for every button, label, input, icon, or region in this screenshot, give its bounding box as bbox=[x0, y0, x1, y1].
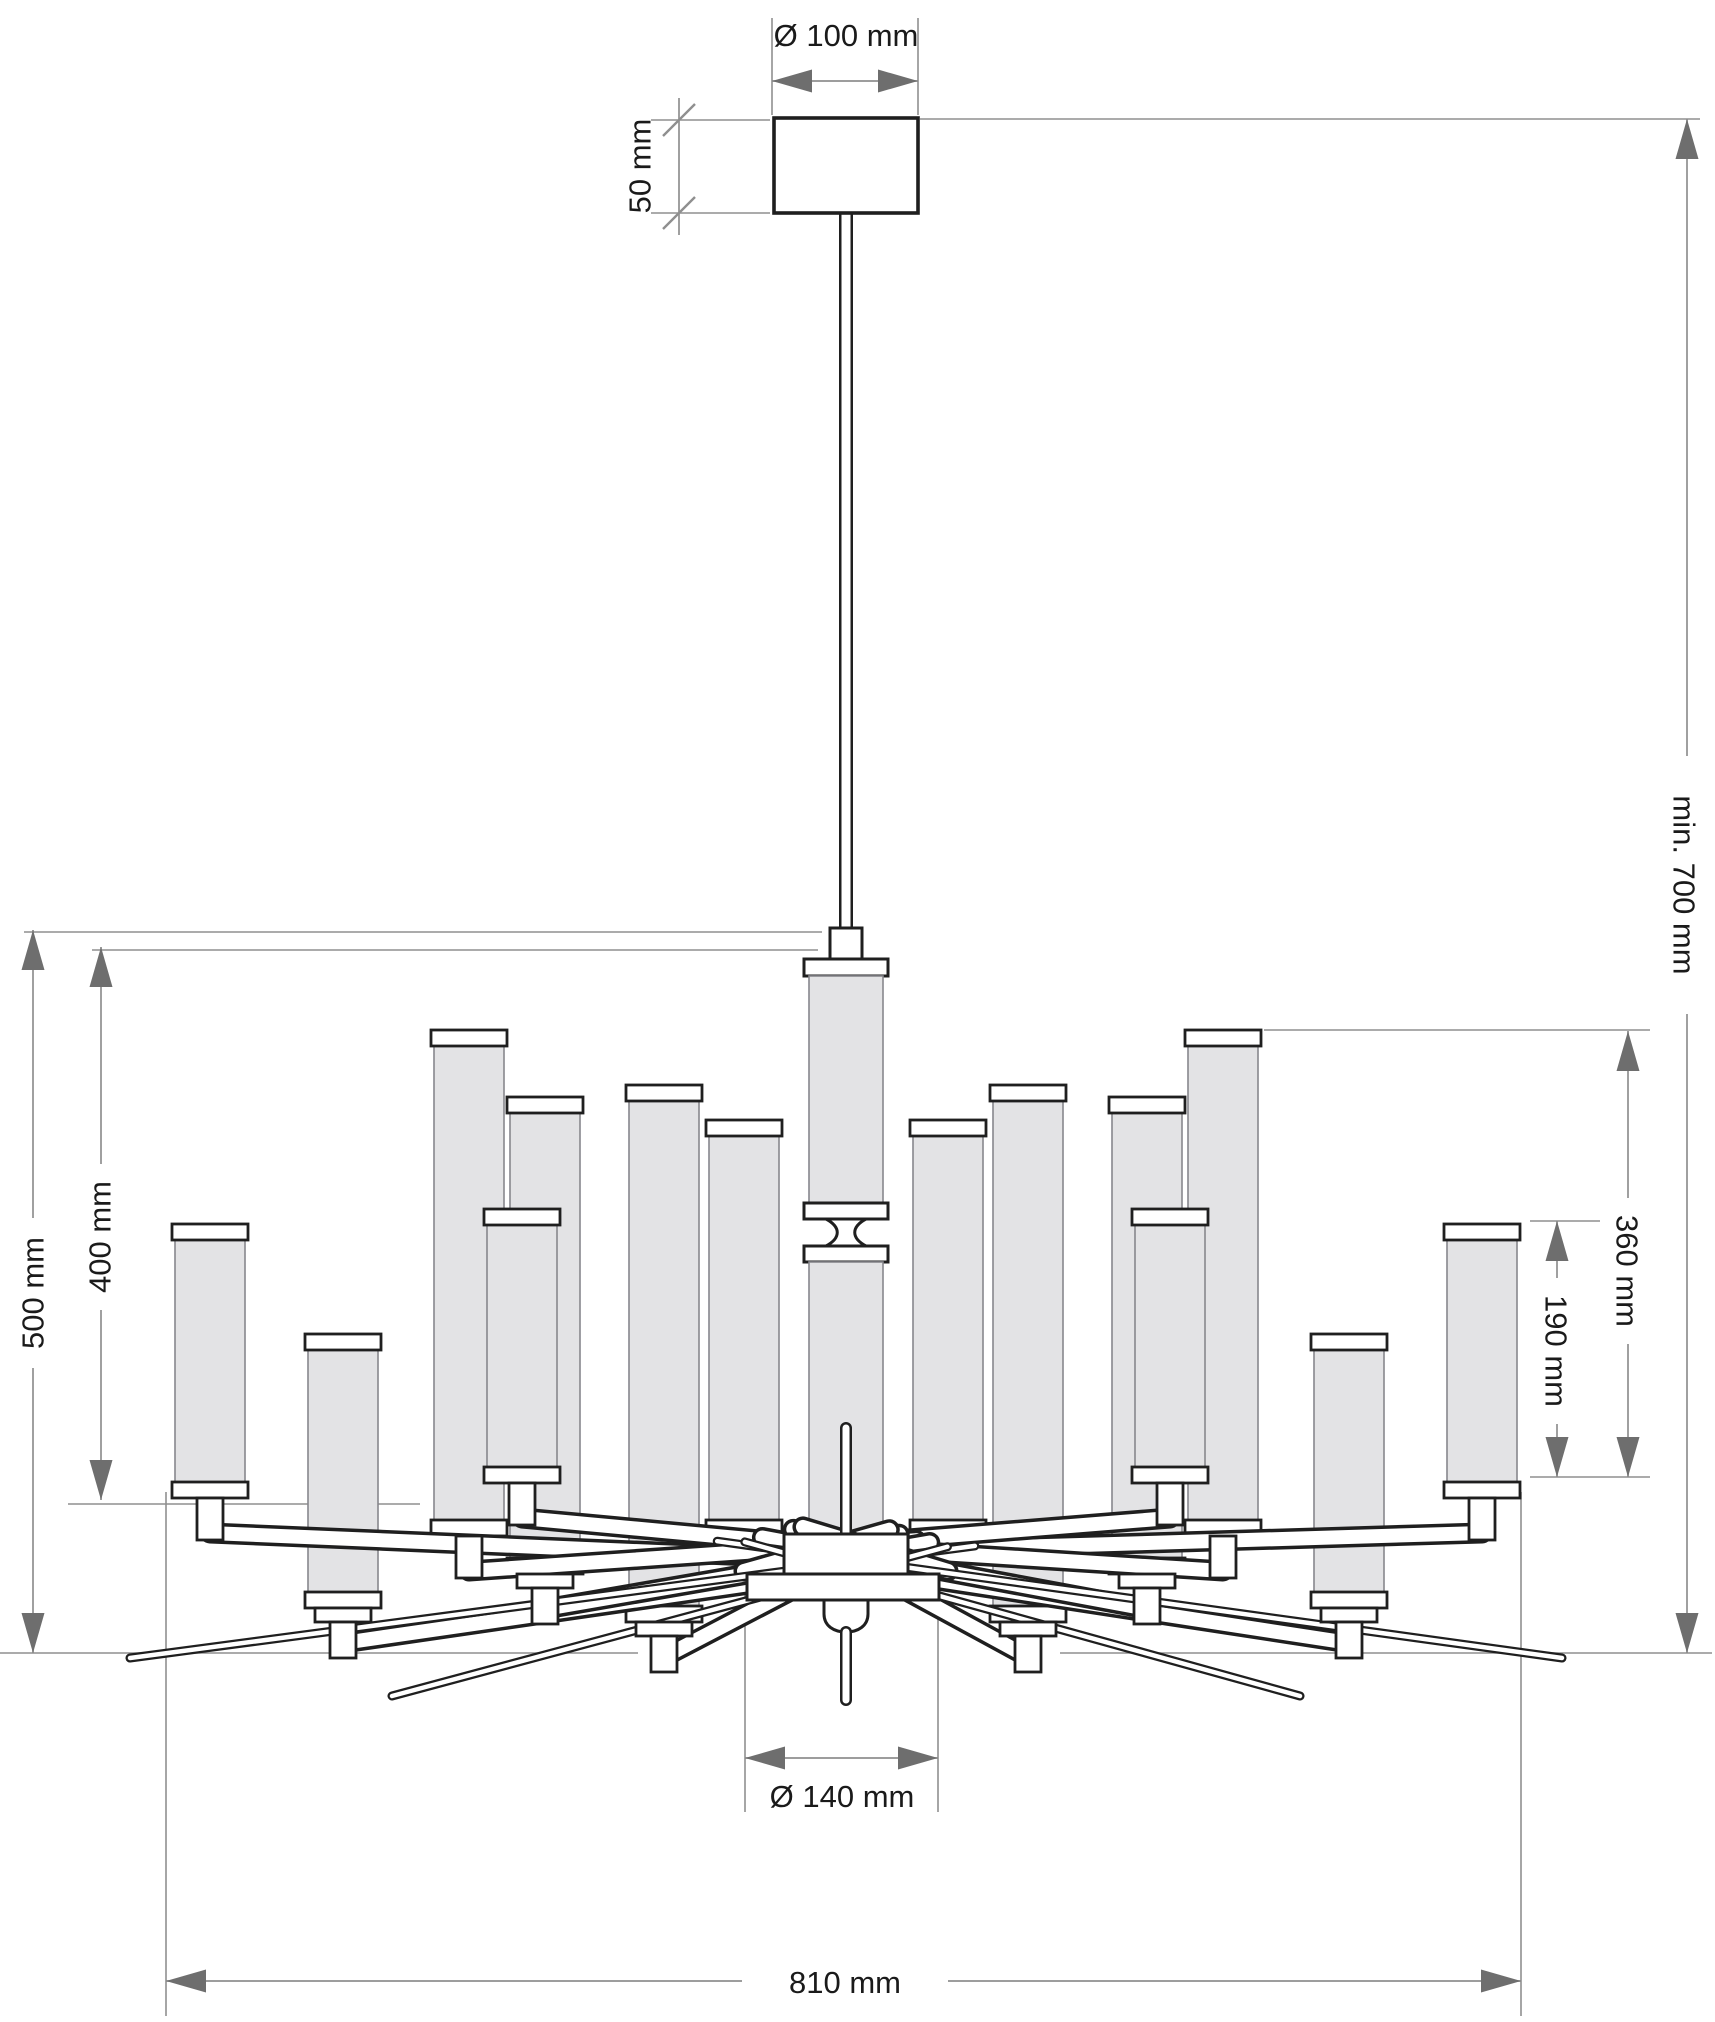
drawing-geometry bbox=[0, 18, 1712, 2016]
dimension-arrowhead bbox=[21, 930, 45, 970]
dim-label-min-suspension: min. 700 mm bbox=[1667, 795, 1702, 974]
dim-label-inner-body-height: 400 mm bbox=[83, 1181, 118, 1293]
column-top-cap bbox=[802, 957, 890, 978]
rod-coupler bbox=[828, 926, 864, 962]
dim-label-canopy-height: 50 mm bbox=[623, 119, 658, 214]
center-hub bbox=[745, 1422, 941, 1706]
glass-tube-shade bbox=[908, 1118, 988, 1538]
dimension-arrowhead bbox=[1481, 1969, 1521, 1993]
dim-label-short-shade-height: 190 mm bbox=[1539, 1295, 1574, 1407]
dimension-arrowhead bbox=[898, 1746, 938, 1770]
glass-tube-shade bbox=[1442, 1222, 1522, 1500]
glass-tube-shade bbox=[704, 1118, 784, 1538]
dimension-arrowhead bbox=[89, 1460, 113, 1500]
glass-tube-shade bbox=[303, 1332, 383, 1610]
dimension-arrowhead bbox=[878, 69, 918, 93]
dimension-arrowhead bbox=[1675, 119, 1699, 159]
fixture bbox=[170, 116, 1522, 1624]
dim-label-hub-diameter: Ø 140 mm bbox=[770, 1779, 915, 1814]
dimension-arrowhead bbox=[166, 1969, 206, 1993]
glass-tube-shade bbox=[1130, 1207, 1210, 1485]
dim-label-canopy-diameter: Ø 100 mm bbox=[774, 18, 919, 53]
dimension-arrowhead bbox=[89, 947, 113, 987]
glass-tube-shade bbox=[482, 1207, 562, 1485]
dimension-lines bbox=[0, 18, 1712, 2016]
glass-tube-shade bbox=[1309, 1332, 1389, 1610]
dimension-arrowhead bbox=[21, 1613, 45, 1653]
ceiling-canopy bbox=[772, 116, 920, 215]
dimension-arrowhead bbox=[1545, 1437, 1569, 1477]
glass-tube-shade bbox=[170, 1222, 250, 1500]
dim-label-tall-shade-height: 360 mm bbox=[1610, 1215, 1645, 1327]
dimension-arrowhead bbox=[1616, 1437, 1640, 1477]
dimension-arrowhead bbox=[1616, 1031, 1640, 1071]
hub-plate bbox=[745, 1572, 941, 1602]
hub-body bbox=[782, 1532, 910, 1576]
hourglass-coupler bbox=[825, 1217, 867, 1248]
lamp-brackets bbox=[195, 1481, 1497, 1674]
dimension-arrowhead bbox=[1675, 1613, 1699, 1653]
dim-label-overall-width: 810 mm bbox=[789, 1965, 901, 2000]
dimension-arrowhead bbox=[745, 1746, 785, 1770]
dimension-arrowhead bbox=[772, 69, 812, 93]
dim-label-body-height: 500 mm bbox=[16, 1237, 51, 1349]
dimension-arrowhead bbox=[1545, 1221, 1569, 1261]
dimension-labels: Ø 100 mm 50 mm min. 700 mm 500 mm 400 mm… bbox=[16, 18, 1702, 2000]
